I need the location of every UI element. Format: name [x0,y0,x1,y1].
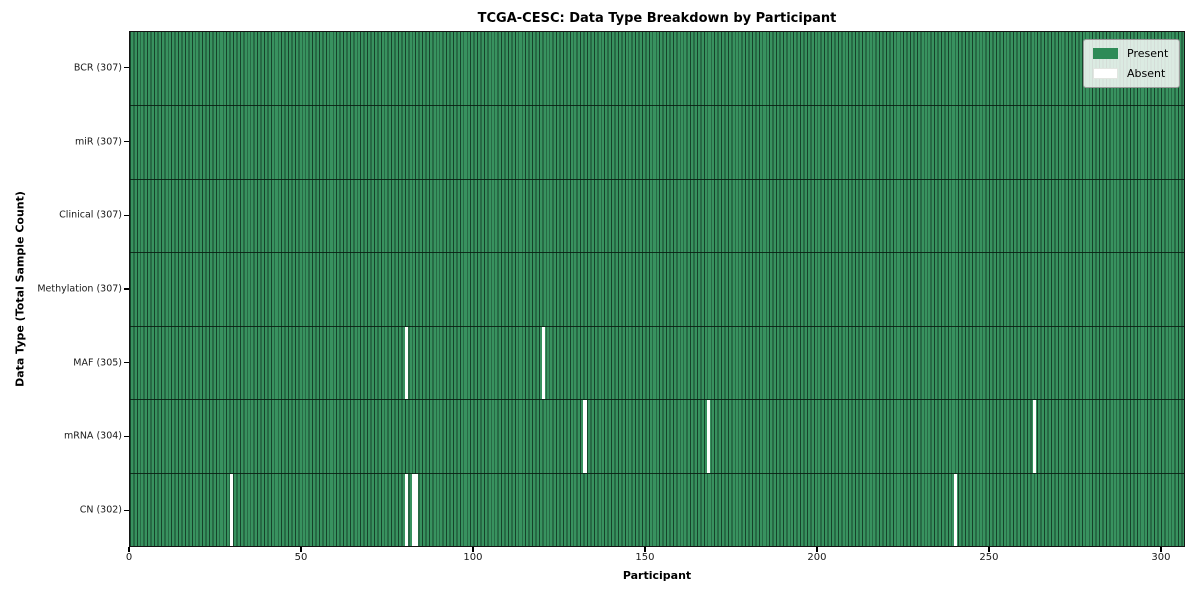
y-tick-label-methylation: Methylation (307) [37,283,122,295]
chart-title: TCGA-CESC: Data Type Breakdown by Partic… [477,11,837,26]
legend-label-present: Present [1127,47,1169,60]
x-tick-mark [988,547,990,552]
x-tick-label-50: 50 [294,552,308,563]
x-tick-label-250: 250 [979,552,999,563]
heatmap-row-cn [130,472,1184,546]
legend-entry-present: Present [1093,47,1168,60]
heatmap-row-methylation [130,252,1184,325]
x-tick-mark [644,547,646,552]
y-tick-mark [124,288,129,290]
y-tick-label-maf: MAF (305) [73,357,122,369]
y-tick-mark [124,509,129,511]
x-tick-mark [816,547,818,552]
x-tick-label-200: 200 [807,552,827,563]
legend-entry-absent: Absent [1093,67,1168,80]
x-tick-label-300: 300 [1151,552,1171,563]
y-tick-label-mrna: mRNA (304) [63,430,122,442]
heatmap-row-maf [130,325,1184,400]
x-tick-label-100: 100 [463,552,483,563]
absent-cell-cn-29 [229,473,233,546]
absent-cell-mrna-132 [583,400,587,473]
x-axis-title: Participant [622,569,692,582]
legend-swatch-present [1093,48,1118,59]
absent-cell-mrna-168 [706,400,711,473]
absent-cell-maf-80 [404,326,409,400]
heatmap-row-bcr [130,32,1184,105]
heatmap-row-mir [130,105,1184,178]
absent-cell-maf-120 [541,326,546,400]
y-axis-title: Data Type (Total Sample Count) [13,191,27,387]
legend-swatch-absent [1093,68,1118,79]
x-tick-mark [128,547,130,552]
y-tick-label-clinical: Clinical (307) [59,209,122,221]
plot-area [129,31,1185,547]
y-tick-mark [124,435,129,438]
absent-cell-cn-82 [411,473,415,546]
heatmap-row-mrna [130,399,1184,473]
absent-cell-cn-240 [953,473,958,546]
y-tick-mark [124,362,129,364]
x-tick-mark [1160,547,1162,552]
legend: Present Absent [1083,39,1181,88]
x-tick-mark [300,547,302,552]
y-tick-mark [124,67,129,69]
x-tick-mark [472,547,474,552]
y-tick-mark [124,140,129,143]
x-tick-label-150: 150 [635,552,655,563]
absent-cell-cn-83 [414,473,419,546]
legend-label-absent: Absent [1127,67,1166,80]
absent-cell-mrna-263 [1032,400,1037,473]
y-tick-label-bcr: BCR (307) [73,62,122,74]
y-tick-label-mir: miR (307) [74,136,122,148]
y-tick-mark [124,214,129,216]
absent-cell-cn-80 [404,473,409,546]
y-tick-label-cn: CN (302) [79,504,122,516]
heatmap-row-clinical [130,178,1184,252]
x-tick-label-0: 0 [125,552,133,563]
